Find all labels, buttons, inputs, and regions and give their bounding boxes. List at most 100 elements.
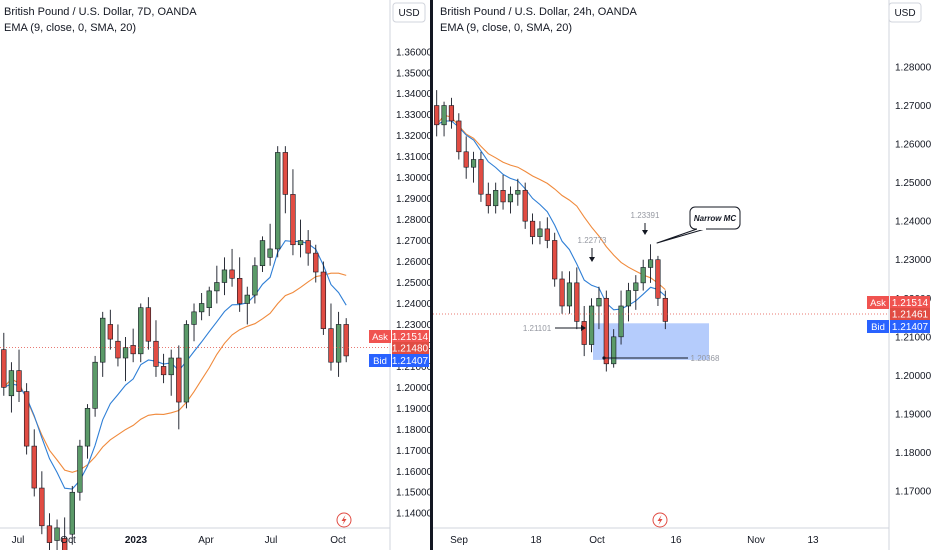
right-candle-body (544, 228, 550, 241)
right-time-tick: 13 (807, 535, 819, 546)
left-price-tick: 1.27000 (396, 236, 430, 247)
left-price-scale[interactable]: 1.36000 1.35000 1.34000 1.33000 1.32000 1.310… (396, 47, 430, 519)
annotation-swing-arrowhead (589, 257, 595, 262)
right-price-tick: 1.21000 (895, 332, 932, 343)
right-candle-body (470, 159, 477, 168)
left-time-tick: Jul (265, 535, 278, 546)
right-candle-body (581, 321, 587, 345)
left-ema-fast-path (3, 240, 347, 490)
left-price-tick: 1.29000 (396, 194, 430, 205)
right-candle-body (522, 190, 528, 222)
left-time-scale[interactable]: Jul Oct 2023 Apr Jul Oct (12, 535, 346, 546)
callout-pointer-mask (697, 227, 706, 230)
left-price-tick: 1.28000 (396, 215, 430, 226)
left-price-tick: 1.20000 (396, 383, 430, 394)
left-price-tick: 1.24000 (396, 299, 430, 310)
right-candle-body (625, 290, 632, 307)
annotation-low2[interactable]: 1.20368 (602, 354, 720, 363)
right-currency-button[interactable] (888, 2, 922, 23)
left-candle-body (54, 527, 60, 541)
left-candle-body (320, 271, 327, 329)
left-bid-value: 1.21407 (392, 356, 429, 367)
right-candle-body (662, 297, 668, 322)
right-candle-body (463, 151, 469, 168)
right-indicator-label[interactable]: EMA (9, close, 0, SMA, 20) (440, 22, 573, 34)
right-price-tick: 1.27000 (895, 101, 932, 112)
lightning-icon[interactable] (336, 512, 352, 528)
lightning-icon[interactable] (652, 512, 668, 528)
left-candle-body (328, 328, 334, 363)
left-candle-body (237, 278, 243, 304)
left-candle-body (16, 370, 22, 392)
right-ema-slow-path (436, 114, 666, 291)
annotation-low2-label: 1.20368 (691, 354, 720, 363)
left-candle-body (100, 317, 106, 363)
left-candle-body (229, 269, 235, 279)
right-price-tick: 1.28000 (895, 62, 932, 73)
left-candle-body (259, 240, 266, 267)
right-time-tick: Sep (450, 535, 468, 546)
left-candles (1, 146, 349, 550)
right-price-tick: 1.19000 (895, 409, 932, 420)
left-ask-value-tag (392, 330, 429, 343)
right-price-tick: 1.24000 (895, 217, 932, 228)
left-price-tick: 1.36000 (396, 47, 430, 58)
right-candle-body (647, 259, 654, 268)
left-price-tick: 1.15000 (396, 488, 430, 499)
right-price-scale[interactable]: 1.28000 1.27000 1.26000 1.25000 1.24000 1.230… (895, 62, 932, 497)
callout-text: Narrow MC (694, 214, 736, 223)
annotation-low1[interactable]: 1.21101 (523, 324, 586, 333)
left-currency-button[interactable] (392, 2, 426, 23)
right-price-tick: 1.20000 (895, 371, 932, 382)
right-candle-body (500, 190, 506, 203)
right-candle-body (574, 282, 580, 322)
right-chart[interactable]: 1.23391 1.22773 1.21101 1.20368 Narrow M… (433, 0, 932, 550)
left-candle-body (244, 294, 250, 304)
right-candle-body (566, 282, 573, 307)
left-candle-body (138, 307, 144, 355)
left-candle-body (46, 525, 53, 543)
left-candle-body (297, 240, 304, 246)
right-candle-body (633, 282, 639, 291)
left-candle-body (168, 357, 174, 376)
left-candle-body (305, 240, 311, 254)
right-candle-body (493, 190, 499, 207)
right-last-value-tag (890, 308, 930, 320)
left-candle-body (198, 303, 205, 313)
right-symbol-title[interactable]: British Pound / U.S. Dollar, 24h, OANDA (440, 6, 637, 18)
right-candle-body (537, 228, 543, 237)
left-candle-body (107, 324, 113, 340)
left-ema-slow-line (3, 272, 347, 473)
right-ema-slow-line (436, 114, 666, 291)
right-price-tick: 1.25000 (895, 178, 932, 189)
left-ask-label: Ask (372, 332, 388, 343)
left-time-tick: Oct (330, 535, 346, 546)
right-price-tick: 1.23000 (895, 255, 932, 266)
left-bid-label: Bid (373, 356, 387, 367)
left-symbol-title[interactable]: British Pound / U.S. Dollar, 7D, OANDA (4, 6, 197, 18)
right-chart-bg (433, 0, 932, 550)
right-time-tick: Nov (747, 535, 765, 546)
annotation-high[interactable]: 1.23391 (631, 211, 660, 235)
left-candle-body (214, 282, 220, 292)
right-candle-body (485, 193, 491, 207)
left-last-value-tag (392, 342, 429, 354)
annotation-low1-arrowhead (581, 325, 586, 331)
right-time-scale[interactable]: Sep 18 Oct 16 Nov 13 (450, 535, 819, 546)
annotation-low2-dot (602, 356, 606, 360)
left-chart[interactable]: 1.36000 1.35000 1.34000 1.33000 1.32000 1.310… (0, 0, 430, 550)
left-price-tick: 1.17000 (396, 446, 430, 457)
left-indicator-label[interactable]: EMA (9, close, 0, SMA, 20) (4, 22, 137, 34)
left-price-tick: 1.14000 (396, 509, 430, 520)
callout-narrow-mc[interactable]: Narrow MC (656, 206, 741, 244)
left-time-tick: 2023 (125, 535, 148, 546)
pane-divider[interactable] (430, 0, 433, 550)
left-candle-body (160, 366, 167, 376)
left-candle-body (39, 487, 45, 527)
left-currency-label: USD (398, 8, 419, 19)
annotation-swing[interactable]: 1.22773 (578, 236, 607, 262)
left-chart-bg (0, 0, 430, 550)
right-bid-tag (867, 320, 889, 333)
right-bid-value-tag (890, 320, 930, 333)
left-price-tick: 1.16000 (396, 467, 430, 478)
